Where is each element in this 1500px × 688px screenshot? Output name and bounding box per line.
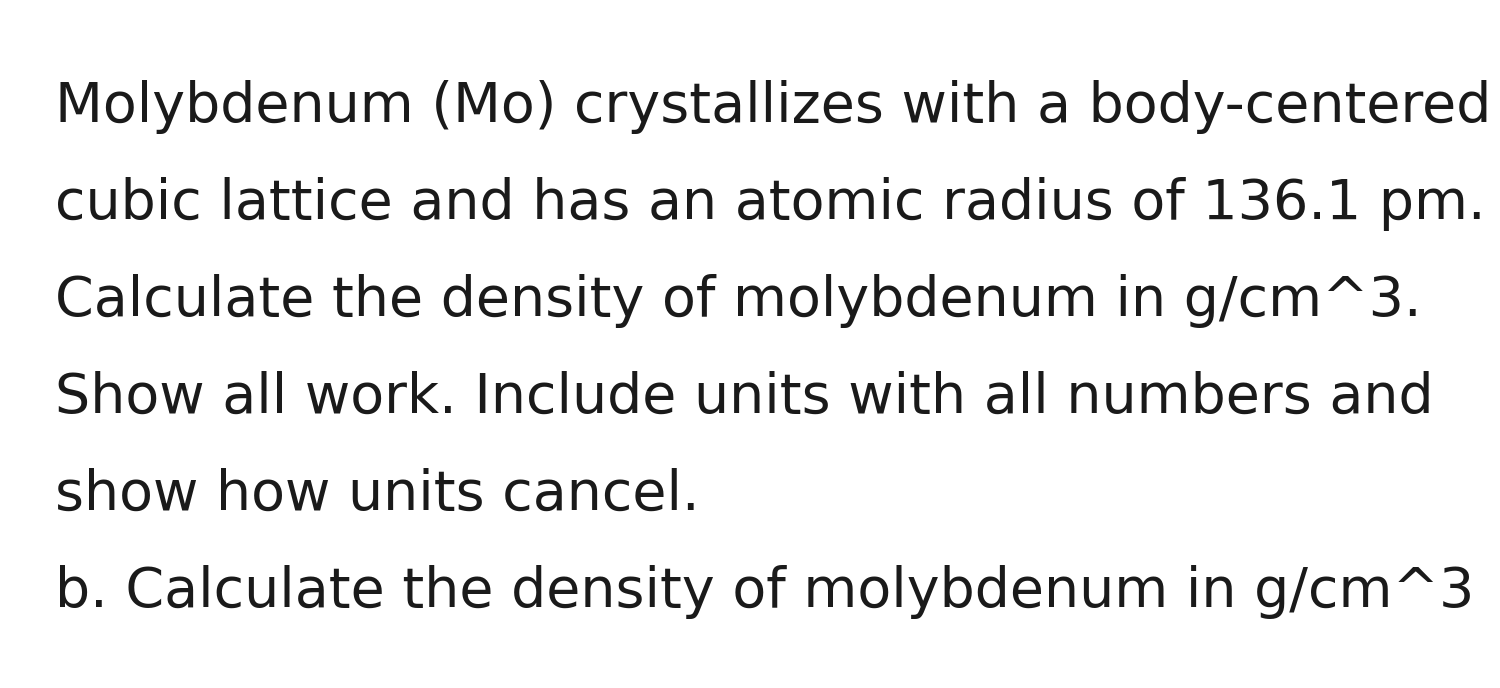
Text: cubic lattice and has an atomic radius of 136.1 pm.  a.: cubic lattice and has an atomic radius o… — [56, 177, 1500, 231]
Text: Molybdenum (Mo) crystallizes with a body-centered: Molybdenum (Mo) crystallizes with a body… — [56, 80, 1491, 134]
Text: b. Calculate the density of molybdenum in g/cm^3: b. Calculate the density of molybdenum i… — [56, 565, 1474, 619]
Text: Show all work. Include units with all numbers and: Show all work. Include units with all nu… — [56, 371, 1434, 425]
Text: show how units cancel.: show how units cancel. — [56, 468, 699, 522]
Text: Calculate the density of molybdenum in g/cm^3.: Calculate the density of molybdenum in g… — [56, 274, 1422, 328]
